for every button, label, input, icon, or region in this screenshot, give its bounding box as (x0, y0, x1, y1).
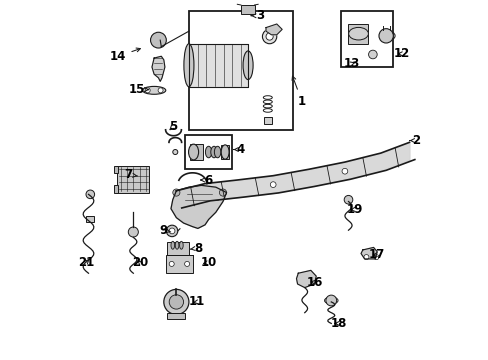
Polygon shape (265, 24, 282, 35)
Ellipse shape (348, 27, 367, 40)
Text: 19: 19 (346, 203, 363, 216)
Circle shape (150, 32, 166, 48)
Circle shape (265, 33, 273, 40)
FancyBboxPatch shape (117, 166, 149, 193)
Text: 21: 21 (78, 256, 94, 269)
Text: 6: 6 (201, 174, 212, 186)
FancyBboxPatch shape (341, 12, 392, 67)
FancyBboxPatch shape (188, 44, 247, 87)
FancyBboxPatch shape (188, 12, 292, 130)
Circle shape (169, 295, 183, 309)
Circle shape (368, 50, 376, 59)
FancyBboxPatch shape (167, 313, 185, 319)
FancyBboxPatch shape (113, 166, 118, 173)
Text: 1: 1 (291, 76, 305, 108)
Text: 2: 2 (409, 134, 420, 147)
Text: 20: 20 (131, 256, 147, 269)
Text: 16: 16 (305, 276, 322, 289)
Circle shape (373, 255, 378, 260)
Circle shape (172, 189, 180, 196)
Text: 12: 12 (393, 47, 409, 60)
Circle shape (219, 189, 226, 196)
FancyBboxPatch shape (190, 144, 202, 160)
Ellipse shape (210, 146, 217, 158)
Circle shape (145, 88, 150, 93)
Circle shape (262, 30, 276, 44)
Circle shape (270, 182, 276, 188)
Ellipse shape (171, 241, 174, 249)
FancyBboxPatch shape (167, 242, 188, 255)
Circle shape (341, 168, 347, 174)
FancyBboxPatch shape (165, 255, 192, 273)
FancyBboxPatch shape (113, 185, 118, 193)
Circle shape (166, 225, 178, 237)
FancyBboxPatch shape (348, 24, 367, 44)
Text: 4: 4 (233, 143, 244, 156)
Text: 18: 18 (329, 317, 346, 330)
Text: 7: 7 (123, 168, 137, 181)
Polygon shape (296, 270, 316, 288)
Circle shape (128, 227, 138, 237)
Text: 8: 8 (190, 242, 202, 255)
Polygon shape (152, 56, 164, 81)
Text: 15: 15 (128, 83, 148, 96)
Polygon shape (360, 247, 376, 259)
Text: 5: 5 (168, 121, 177, 134)
Text: 9: 9 (160, 224, 170, 237)
Ellipse shape (324, 297, 337, 304)
Ellipse shape (214, 146, 221, 158)
FancyBboxPatch shape (241, 5, 254, 14)
Ellipse shape (376, 31, 394, 41)
Circle shape (169, 228, 175, 234)
Circle shape (378, 29, 392, 43)
Circle shape (163, 289, 188, 315)
Text: 17: 17 (368, 248, 385, 261)
Ellipse shape (188, 144, 198, 160)
Text: 13: 13 (343, 57, 360, 70)
Text: 10: 10 (200, 256, 216, 269)
Circle shape (172, 149, 178, 154)
Ellipse shape (175, 241, 179, 249)
FancyBboxPatch shape (86, 216, 94, 222)
Text: 11: 11 (189, 296, 205, 309)
Circle shape (202, 190, 207, 196)
FancyBboxPatch shape (263, 117, 271, 124)
Circle shape (344, 195, 352, 204)
FancyBboxPatch shape (185, 135, 231, 169)
Circle shape (184, 261, 189, 266)
Circle shape (158, 88, 163, 93)
Text: 3: 3 (250, 9, 264, 22)
Circle shape (86, 190, 94, 199)
Circle shape (169, 261, 174, 266)
Text: 14: 14 (110, 48, 140, 63)
Circle shape (363, 255, 368, 260)
Ellipse shape (221, 145, 228, 159)
Ellipse shape (205, 146, 211, 158)
Ellipse shape (179, 241, 183, 249)
Ellipse shape (243, 51, 253, 80)
Polygon shape (171, 185, 226, 228)
Circle shape (325, 295, 336, 306)
Ellipse shape (142, 86, 165, 94)
FancyBboxPatch shape (221, 145, 228, 159)
Ellipse shape (183, 44, 194, 87)
